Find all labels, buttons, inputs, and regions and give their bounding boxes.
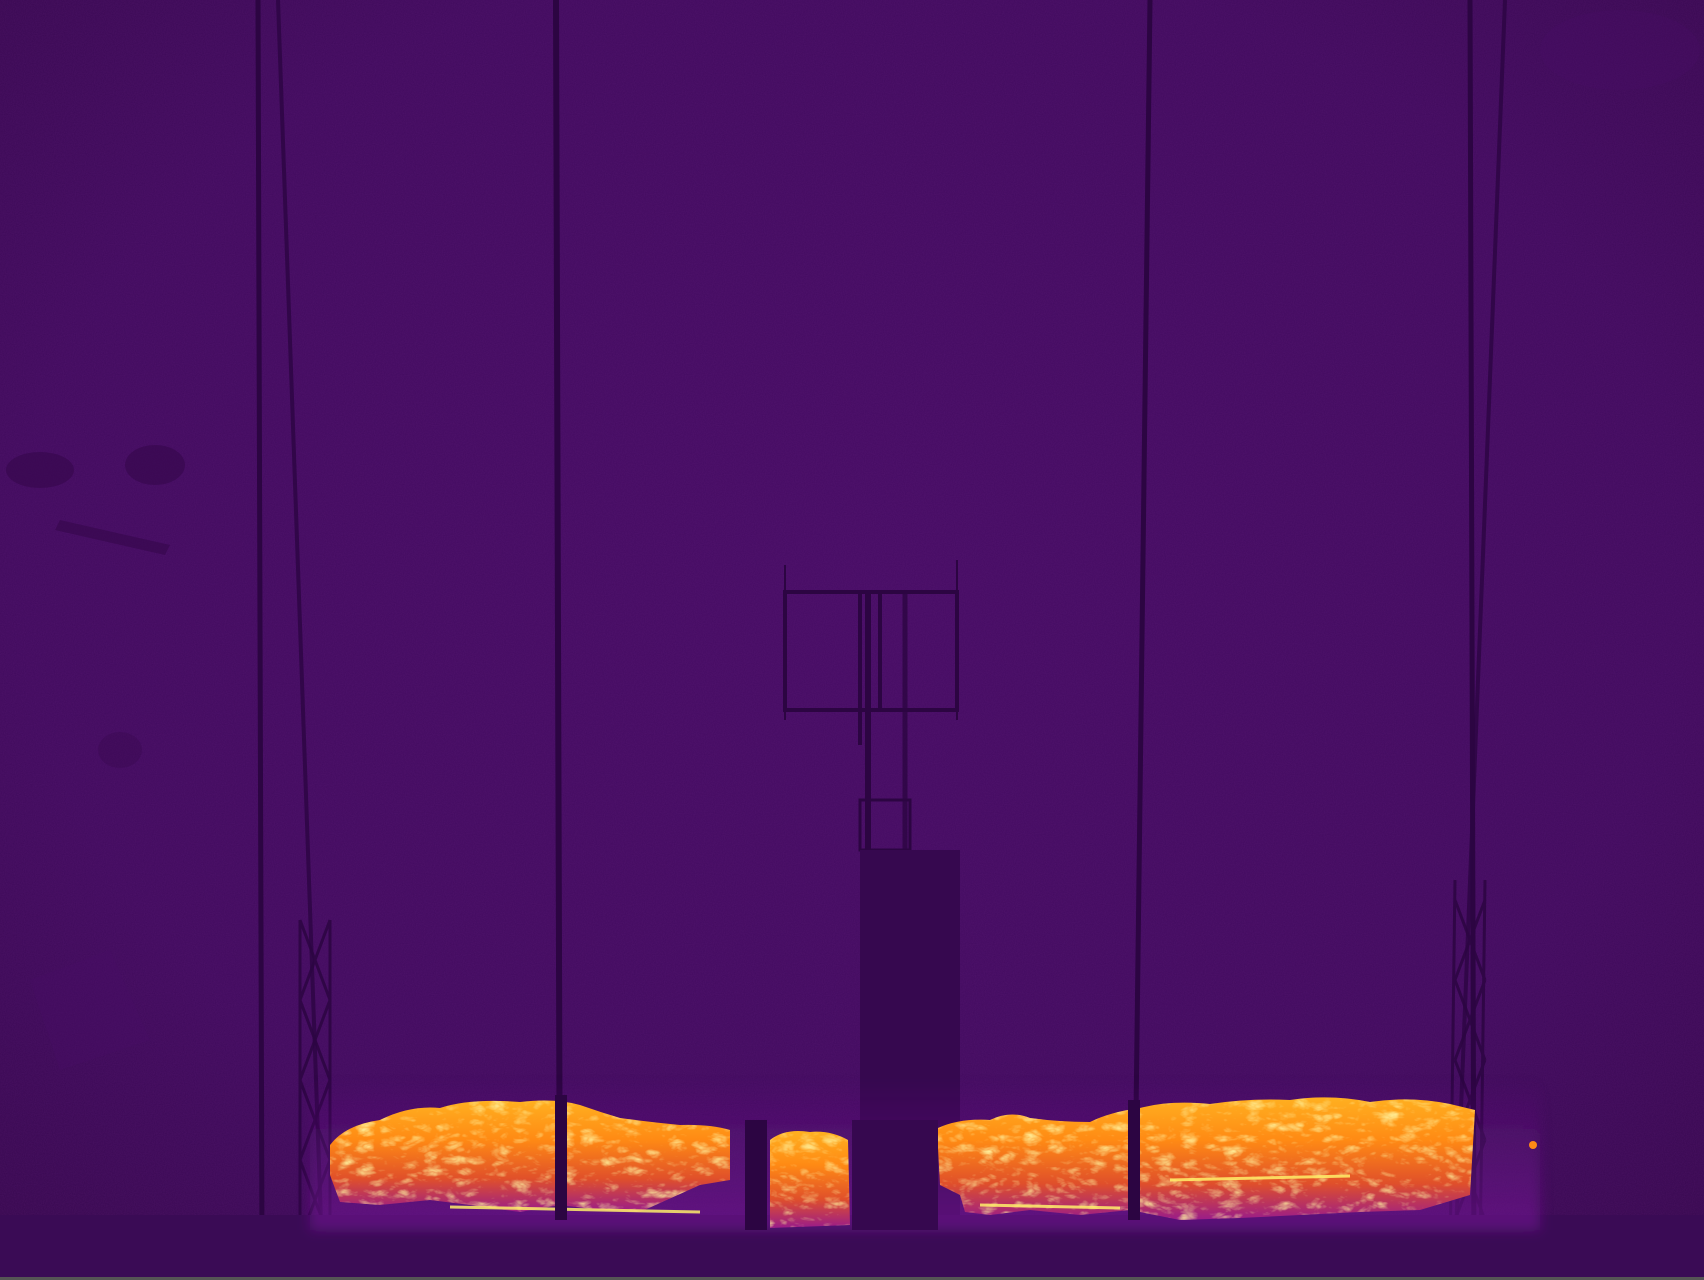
fire-segment-right: [938, 1097, 1475, 1220]
fire-segment-left: [330, 1100, 730, 1212]
fire-segment-mid: [770, 1131, 850, 1228]
fire-line: [330, 1095, 1475, 1230]
bottom-border: [0, 1277, 1704, 1280]
fire-hot-streaks: [449, 1174, 1351, 1214]
hot-spot: [1529, 1141, 1537, 1149]
wall-marks: [6, 10, 1700, 1070]
fire-occlusions: [555, 1095, 1140, 1230]
